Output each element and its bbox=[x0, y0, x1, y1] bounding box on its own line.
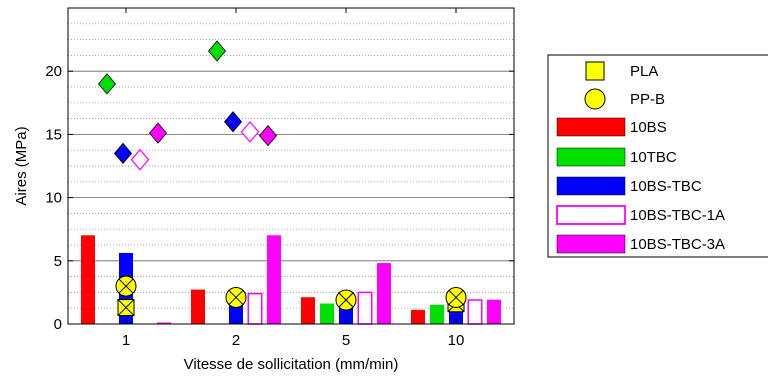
x-tick-label: 1 bbox=[122, 332, 130, 349]
plot-frame bbox=[67, 7, 515, 325]
marker-pp-b-cross bbox=[448, 290, 464, 305]
y-axis-label: Aires (MPa) bbox=[13, 126, 30, 205]
bar-10bs bbox=[81, 235, 95, 325]
marker-pp-b-cross bbox=[338, 292, 354, 308]
y-axis: 0 5 10 15 20 bbox=[45, 63, 514, 333]
bar-10tbc bbox=[430, 304, 444, 325]
marker-group bbox=[97, 40, 467, 317]
x-tick-label: 2 bbox=[232, 332, 240, 349]
legend-label: 10TBC bbox=[630, 149, 677, 166]
legend-label: PP-B bbox=[630, 91, 665, 108]
legend-swatch-10bs bbox=[556, 117, 626, 137]
bar-10bs bbox=[301, 297, 315, 325]
bar-10bs-tbc-1a bbox=[467, 299, 483, 325]
bar-10bs-tbc-3a bbox=[487, 299, 501, 325]
bar-10bs-tbc-3a bbox=[267, 235, 281, 325]
y-tick-label: 10 bbox=[45, 190, 62, 207]
x-tick-label: 5 bbox=[342, 332, 350, 349]
marker-10tbc bbox=[97, 73, 117, 95]
marker-10bs-tbc-3a bbox=[148, 122, 168, 144]
bar-10bs-tbc-1a bbox=[247, 292, 263, 325]
marker-10tbc bbox=[207, 40, 227, 62]
bar-10bs bbox=[191, 289, 205, 325]
x-axis-label: Vitesse de sollicitation (mm/min) bbox=[184, 356, 399, 373]
legend-label: 10BS-TBC-3A bbox=[630, 236, 725, 253]
bar-10tbc bbox=[320, 303, 334, 325]
x-axis: 1 2 5 10 bbox=[122, 8, 465, 349]
marker-pla-cross bbox=[117, 299, 135, 316]
legend-swatch-10tbc bbox=[556, 147, 626, 167]
bar-10bs-tbc-3a bbox=[377, 263, 391, 325]
bar-10bs bbox=[411, 309, 425, 325]
marker-pp-b-cross bbox=[118, 278, 134, 294]
marker-pp-b-cross bbox=[228, 290, 244, 305]
legend-swatch-pla bbox=[585, 61, 605, 81]
legend-swatch-10bs-tbc-3a bbox=[556, 234, 626, 254]
marker-10bs-tbc bbox=[113, 142, 133, 164]
legend: PLA PP-B 10BS 10TBC 10BS-TBC 10BS-TBC-1A 10BS-… bbox=[547, 54, 768, 258]
legend-label: PLA bbox=[630, 63, 658, 80]
y-tick-label: 20 bbox=[45, 63, 62, 80]
y-tick-label: 5 bbox=[54, 253, 62, 270]
legend-swatch-10bs-tbc bbox=[556, 176, 626, 196]
x-tick-label: 10 bbox=[448, 332, 465, 349]
marker-10bs-tbc bbox=[223, 111, 243, 133]
y-tick-label: 0 bbox=[54, 316, 62, 333]
bar-10bs-tbc-1a bbox=[357, 291, 373, 325]
marker-10bs-tbc-3a bbox=[258, 125, 278, 147]
legend-label: 10BS-TBC-1A bbox=[630, 207, 725, 224]
marker-10bs-tbc-1a bbox=[130, 148, 150, 171]
y-tick-label: 15 bbox=[45, 126, 62, 143]
legend-label: 10BS-TBC bbox=[630, 178, 702, 195]
legend-swatch-pp-b bbox=[584, 88, 606, 110]
marker-10bs-tbc-1a bbox=[240, 120, 260, 143]
grid bbox=[68, 23, 514, 309]
legend-label: 10BS bbox=[630, 119, 667, 136]
legend-swatch-10bs-tbc-1a bbox=[556, 205, 626, 225]
